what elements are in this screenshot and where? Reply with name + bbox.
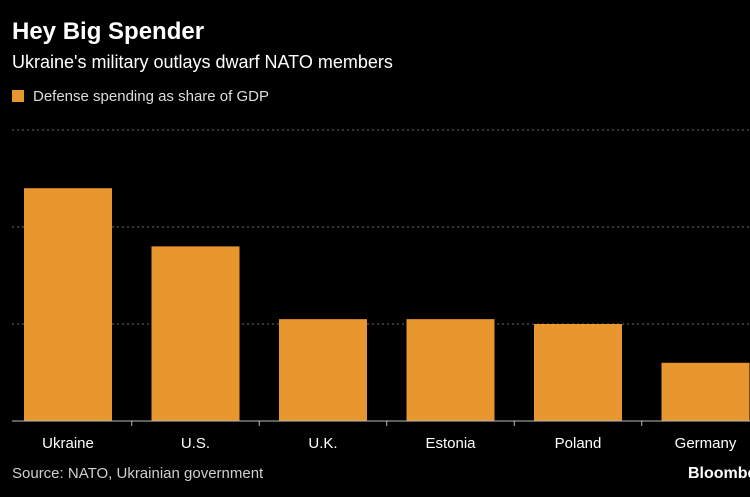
chart-subtitle: Ukraine's military outlays dwarf NATO me… (12, 52, 393, 72)
bar-estonia (406, 319, 495, 421)
x-tick-label: U.K. (308, 435, 337, 452)
legend-label: Defense spending as share of GDP (33, 87, 269, 105)
chart-title: Hey Big Spender (12, 18, 205, 45)
bloomberg-logo: Bloomberg (688, 465, 750, 482)
x-tick-label: Ukraine (42, 435, 94, 452)
bar-germany (661, 362, 750, 421)
x-tick-label: U.S. (181, 435, 210, 452)
bar-ukraine (24, 188, 112, 421)
legend-swatch (12, 90, 24, 102)
legend: Defense spending as share of GDP (12, 86, 269, 106)
bar-poland (534, 324, 622, 421)
bar-us (151, 246, 240, 421)
bar-uk (279, 319, 367, 421)
x-tick-label: Poland (555, 435, 602, 452)
x-tick-label: Germany (675, 435, 737, 452)
source-note: Source: NATO, Ukrainian government (12, 465, 264, 482)
x-tick-label: Estonia (425, 435, 476, 452)
